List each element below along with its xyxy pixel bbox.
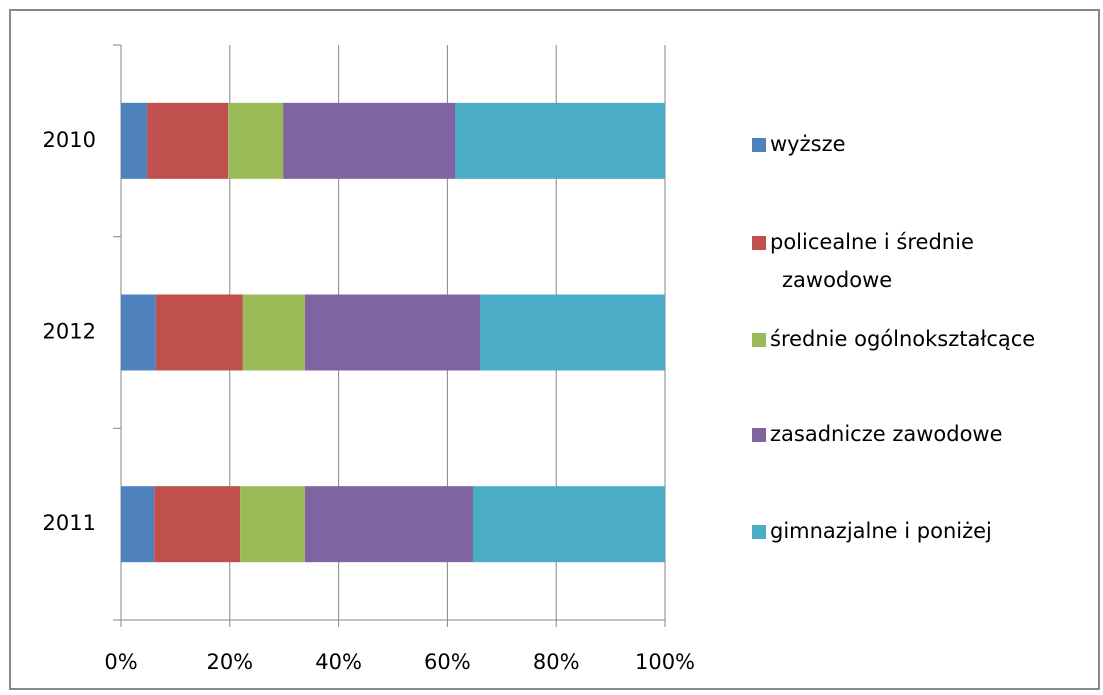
- x-tick-label: 100%: [635, 650, 695, 674]
- bar-segment: [472, 486, 665, 563]
- x-tick-label: 80%: [533, 650, 580, 674]
- x-tick-label: 40%: [315, 650, 362, 674]
- bar-segment: [121, 294, 156, 371]
- bar-segment: [304, 294, 481, 371]
- bar-segment: [240, 486, 305, 563]
- bar-segment: [480, 294, 665, 371]
- x-tick-label: 20%: [206, 650, 253, 674]
- y-tick-label: 2010: [43, 128, 96, 152]
- bar-segment: [121, 486, 155, 563]
- legend-swatch: [752, 138, 766, 152]
- bar-segment: [304, 486, 473, 563]
- bar-segment: [228, 102, 284, 179]
- x-tick-label: 60%: [424, 650, 471, 674]
- bar-segment: [155, 294, 243, 371]
- legend-label: zasadnicze zawodowe: [770, 422, 1003, 446]
- legend-swatch: [752, 236, 766, 250]
- bar-segment: [147, 102, 229, 179]
- x-tick-label: 0%: [104, 650, 137, 674]
- legend-swatch: [752, 428, 766, 442]
- legend-label: gimnazjalne i poniżej: [770, 519, 992, 543]
- bar-segment: [455, 102, 665, 179]
- legend-label: policealne i średnie zawodowe: [770, 230, 974, 292]
- legend-label: średnie ogólnokształcące: [770, 327, 1035, 351]
- legend-swatch: [752, 333, 766, 347]
- bar-segment: [154, 486, 241, 563]
- bar-segment: [242, 294, 305, 371]
- legend-swatch: [752, 525, 766, 539]
- legend-label: wyższe: [770, 132, 846, 156]
- bar-segment: [121, 102, 148, 179]
- y-tick-label: 2012: [43, 320, 96, 344]
- y-tick-label: 2011: [43, 511, 96, 535]
- bar-segment: [283, 102, 456, 179]
